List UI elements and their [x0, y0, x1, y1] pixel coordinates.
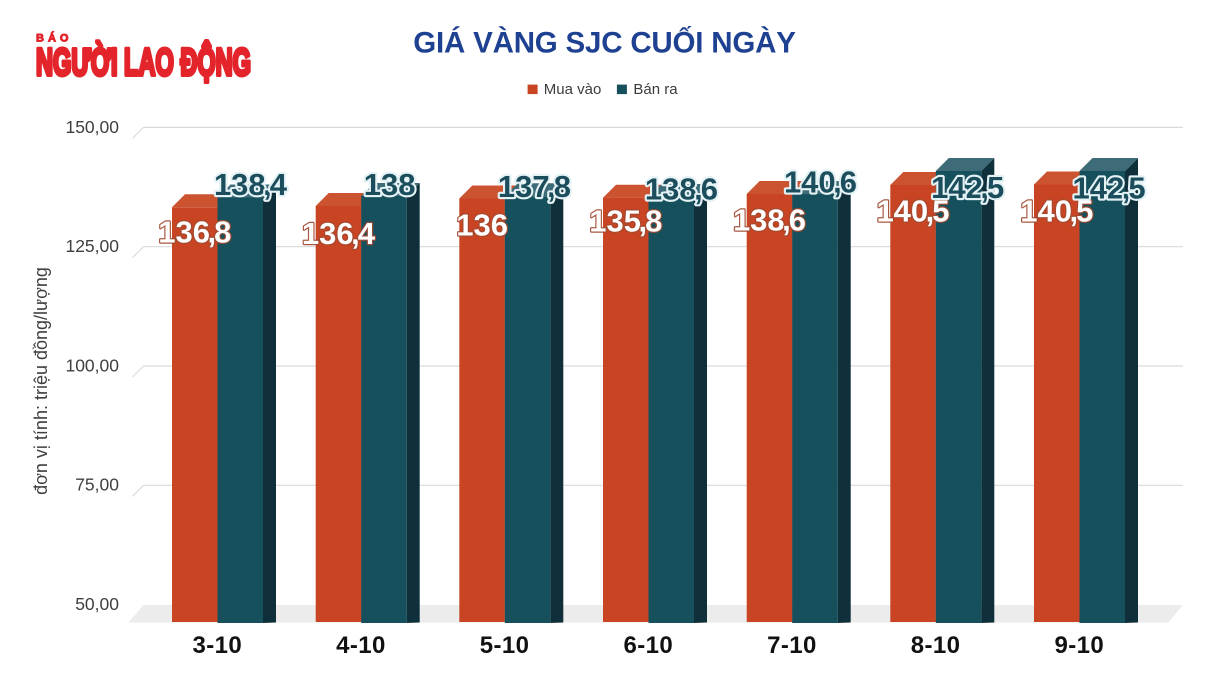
svg-text:BÁO: BÁO	[36, 32, 72, 45]
svg-text:138: 138	[364, 167, 416, 202]
svg-text:136,4: 136,4	[302, 216, 376, 251]
svg-text:Bán ra: Bán ra	[633, 81, 678, 98]
svg-text:138,6: 138,6	[645, 172, 718, 207]
svg-text:150,00: 150,00	[65, 117, 119, 137]
svg-text:140,5: 140,5	[876, 194, 949, 229]
svg-text:75,00: 75,00	[75, 475, 119, 495]
svg-text:GIÁ VÀNG SJC CUỐI NGÀY: GIÁ VÀNG SJC CUỐI NGÀY	[413, 26, 796, 60]
svg-text:125,00: 125,00	[65, 236, 119, 256]
svg-text:136: 136	[456, 208, 508, 243]
svg-text:Mua vào: Mua vào	[544, 81, 602, 98]
svg-text:đơn vị tính: triệu đồng/lượng: đơn vị tính: triệu đồng/lượng	[31, 267, 51, 495]
svg-text:142,5: 142,5	[931, 170, 1004, 205]
svg-text:142,5: 142,5	[1073, 170, 1146, 205]
svg-text:7-10: 7-10	[767, 632, 817, 659]
svg-text:6-10: 6-10	[623, 632, 673, 659]
svg-text:4-10: 4-10	[336, 632, 386, 659]
svg-text:8-10: 8-10	[911, 632, 961, 659]
svg-text:5-10: 5-10	[480, 632, 530, 659]
svg-text:135,8: 135,8	[589, 204, 662, 239]
svg-text:136,8: 136,8	[158, 215, 231, 250]
svg-text:140,6: 140,6	[784, 164, 857, 199]
svg-text:9-10: 9-10	[1054, 632, 1104, 659]
svg-text:100,00: 100,00	[65, 355, 119, 375]
svg-text:137,8: 137,8	[498, 169, 571, 204]
svg-text:138,6: 138,6	[733, 203, 806, 238]
svg-text:138,4: 138,4	[214, 167, 288, 202]
svg-text:3-10: 3-10	[192, 632, 242, 659]
svg-text:140,5: 140,5	[1020, 193, 1093, 228]
svg-text:50,00: 50,00	[75, 594, 119, 614]
svg-text:NGƯỜI LAO ĐỘNG: NGƯỜI LAO ĐỘNG	[36, 40, 251, 83]
